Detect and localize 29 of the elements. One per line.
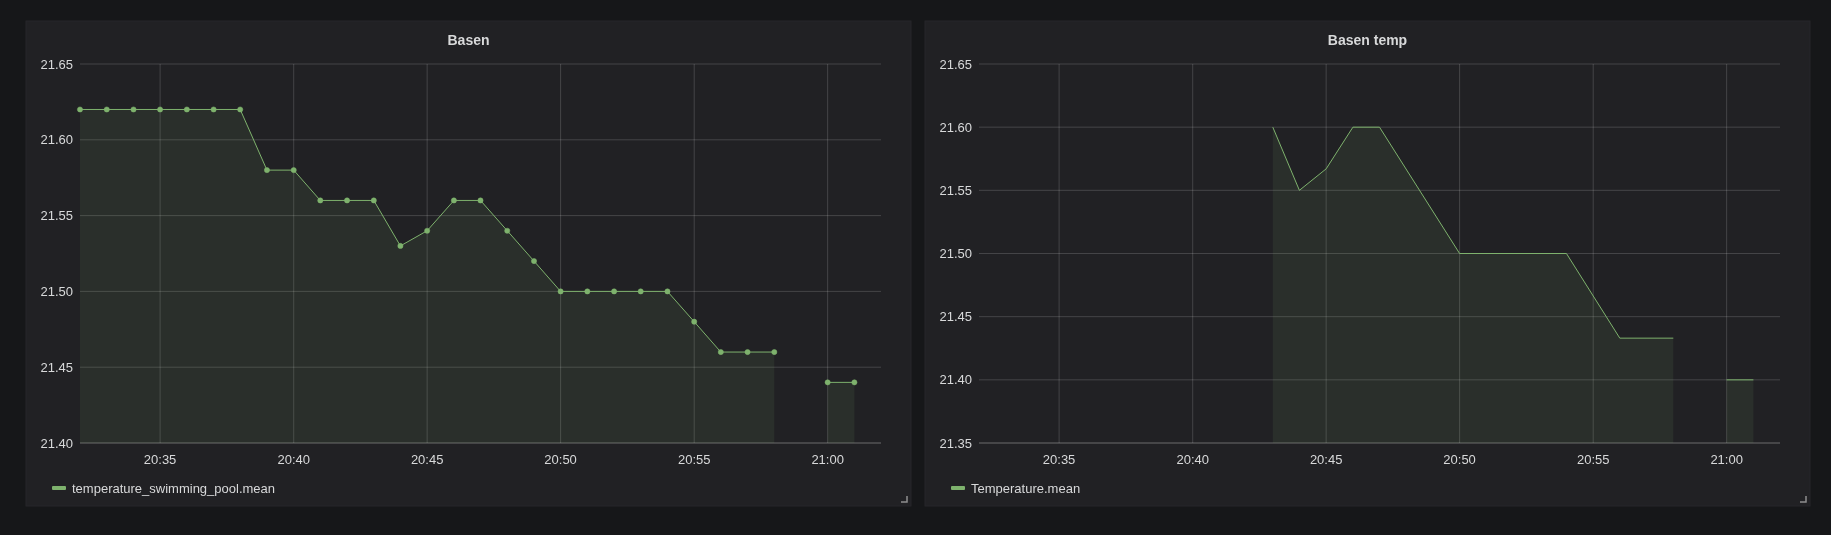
chart-title: Basen [447, 32, 490, 48]
y-tick-label: 21.40 [939, 372, 972, 388]
x-tick-label: 20:50 [544, 452, 577, 467]
y-tick-label: 21.55 [40, 208, 73, 224]
x-tick-label: 20:45 [1309, 452, 1343, 467]
x-tick-label: 20:40 [1176, 452, 1209, 467]
y-tick-label: 21.60 [939, 119, 972, 135]
y-tick-label: 21.50 [939, 246, 972, 261]
x-tick-label: 20:50 [1443, 452, 1476, 467]
y-tick-label: 21.45 [939, 309, 972, 325]
y-tick-label: 21.65 [40, 56, 73, 72]
x-tick-label: 20:40 [277, 452, 310, 467]
y-tick-label: 21.55 [939, 182, 972, 198]
legend-label: Temperature.mean [971, 480, 1081, 496]
y-tick-label: 21.35 [939, 435, 972, 451]
y-tick-label: 21.45 [40, 359, 73, 375]
y-tick-label: 21.60 [40, 132, 73, 148]
x-tick-label: 20:55 [1576, 452, 1610, 467]
y-tick-label: 21.40 [40, 435, 73, 451]
x-tick-label: 20:55 [677, 452, 711, 467]
x-tick-label: 21:00 [1710, 452, 1743, 467]
chart-title: Basen temp [1327, 32, 1408, 48]
y-tick-label: 21.65 [939, 56, 972, 72]
x-tick-label: 20:35 [143, 452, 177, 467]
legend-label: temperature_swimming_pool.mean [72, 480, 276, 496]
x-tick-label: 21:00 [811, 452, 844, 467]
y-tick-label: 21.50 [40, 283, 73, 299]
x-tick-label: 20:45 [410, 452, 444, 467]
x-tick-label: 20:35 [1042, 452, 1076, 467]
